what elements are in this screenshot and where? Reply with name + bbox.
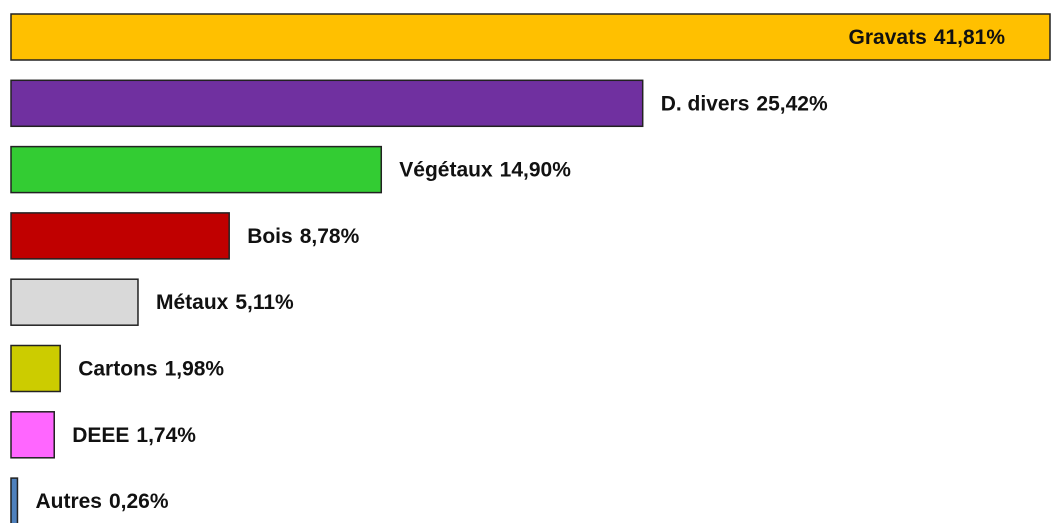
bar (10, 212, 230, 260)
bar-label: DEEE 1,74% (72, 423, 196, 446)
bar (10, 145, 383, 194)
value-label: 0,26% (109, 490, 169, 513)
value-label: 14,90% (500, 158, 572, 181)
category-label: DEEE (72, 423, 129, 446)
category-label: Métaux (156, 291, 229, 314)
bar-label: Gravats 41,81% (849, 26, 1006, 49)
category-label: Bois (247, 224, 293, 247)
bar-label: Cartons 1,98% (78, 357, 224, 380)
value-label: 25,42% (756, 92, 828, 115)
bar (10, 79, 644, 128)
category-label: Gravats (849, 26, 927, 49)
bar-label: D. divers 25,42% (661, 92, 828, 115)
bar-label: Métaux 5,11% (156, 291, 294, 314)
value-label: 1,98% (165, 357, 225, 380)
category-label: Végétaux (399, 158, 493, 181)
bar-label: Bois 8,78% (247, 224, 359, 247)
bar (10, 13, 1051, 61)
bar (10, 411, 55, 459)
bar-label: Autres 0,26% (35, 490, 168, 513)
category-label: D. divers (661, 92, 750, 115)
category-label: Cartons (78, 357, 157, 380)
value-label: 8,78% (300, 224, 360, 247)
value-label: 41,81% (934, 26, 1006, 49)
bar (10, 344, 61, 393)
bar (10, 278, 139, 326)
category-label: Autres (35, 490, 102, 513)
value-label: 5,11% (235, 291, 294, 314)
value-label: 1,74% (136, 423, 196, 446)
bar-label: Végétaux 14,90% (399, 158, 571, 181)
bar (10, 477, 19, 523)
